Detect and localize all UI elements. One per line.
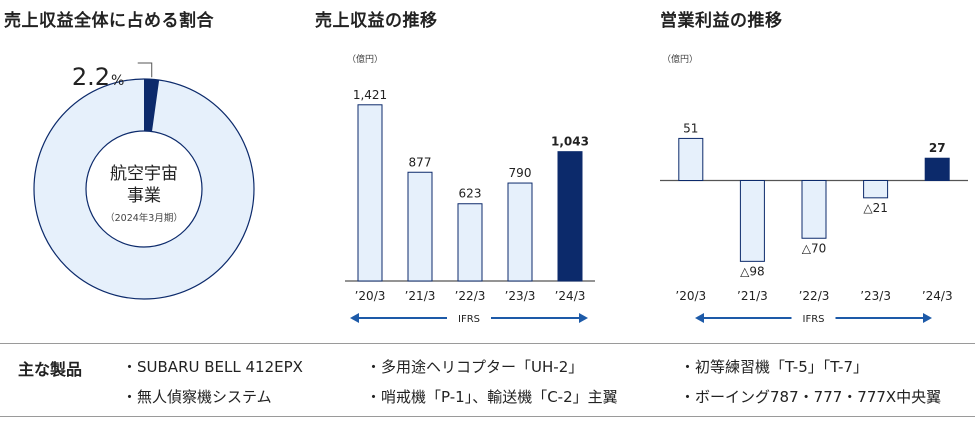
main-products-label: 主な製品 [18,360,83,379]
operating-profit-unit-label: （億円） [662,53,698,65]
operating-profit-bar-chart: （億円） 51 ’20/3 △98 ’21/3 △70 ’22/3 △21 ’23/3 27 ’24… [660,53,968,325]
donut-center-label-line1: 航空宇宙 [110,164,178,184]
operating-profit-bar [924,157,950,182]
revenue-bar [357,104,383,282]
main-products-section: 主な製品 SUBARU BELL 412EPX 多用途ヘリコプター「UH-2」 … [0,343,975,417]
operating-profit-bar [678,137,704,182]
operating-profit-category-label: ’20/3 [675,289,706,303]
revenue-category-label: ’23/3 [505,289,536,303]
operating-profit-value-label: △98 [740,264,765,278]
operating-profit-category-label: ’21/3 [737,289,768,303]
revenue-bar [457,203,483,282]
revenue-value-label: 877 [409,155,432,169]
operating-profit-value-label: 27 [929,141,946,155]
product-item: 無人偵察機システム [122,386,272,407]
profit-chart-title: 営業利益の推移 [660,11,783,31]
revenue-ifrs-arrowhead-right [579,313,588,323]
revenue-bar [557,151,583,282]
donut-percent-unit: % [111,73,124,89]
operating-profit-bar [863,180,889,199]
revenue-bar-chart: （億円） 1,421 ’20/3 877 ’21/3 623 ’22/3 790 ’23/3 1,… [345,53,595,325]
operating-profit-value-label: △21 [863,201,888,215]
revenue-unit-label: （億円） [347,53,383,65]
donut-leader-line [137,62,153,78]
donut-percent-label: 2.2 [72,63,110,91]
revenue-chart-title: 売上収益の推移 [315,11,438,31]
operating-profit-bar [801,180,827,239]
donut-center-note: （2024年3月期） [105,212,183,224]
donut-center-label-line2: 事業 [127,186,161,206]
revenue-ifrs-label: IFRS [458,314,480,325]
donut-title: 売上収益全体に占める割合 [4,11,214,31]
revenue-ifrs-arrowhead-left [350,313,359,323]
operating-profit-category-label: ’24/3 [922,289,953,303]
operating-profit-ifrs-arrowhead-left [695,313,704,323]
revenue-category-label: ’24/3 [555,289,586,303]
product-item: ボーイング787・777・777X中央翼 [680,386,941,407]
revenue-bar [507,182,533,282]
product-item: SUBARU BELL 412EPX [122,356,303,377]
product-item: 多用途ヘリコプター「UH-2」 [366,356,583,377]
product-item: 初等練習機「T-5」「T-7」 [680,356,868,377]
operating-profit-value-label: 51 [683,121,698,135]
operating-profit-value-label: △70 [802,241,827,255]
revenue-category-label: ’21/3 [405,289,436,303]
revenue-bar [407,171,433,282]
revenue-value-label: 623 [459,187,482,201]
operating-profit-ifrs-label: IFRS [803,314,825,325]
revenue-category-label: ’20/3 [355,289,386,303]
operating-profit-category-label: ’23/3 [860,289,891,303]
operating-profit-bar [739,180,765,262]
operating-profit-category-label: ’22/3 [799,289,830,303]
donut-segment-aerospace [144,79,160,132]
revenue-value-label: 790 [509,166,532,180]
revenue-value-label: 1,043 [551,135,589,149]
revenue-category-label: ’22/3 [455,289,486,303]
product-item: 哨戒機「P-1」、輸送機「C-2」主翼 [366,386,618,407]
revenue-value-label: 1,421 [353,88,387,102]
operating-profit-ifrs-arrowhead-right [923,313,932,323]
